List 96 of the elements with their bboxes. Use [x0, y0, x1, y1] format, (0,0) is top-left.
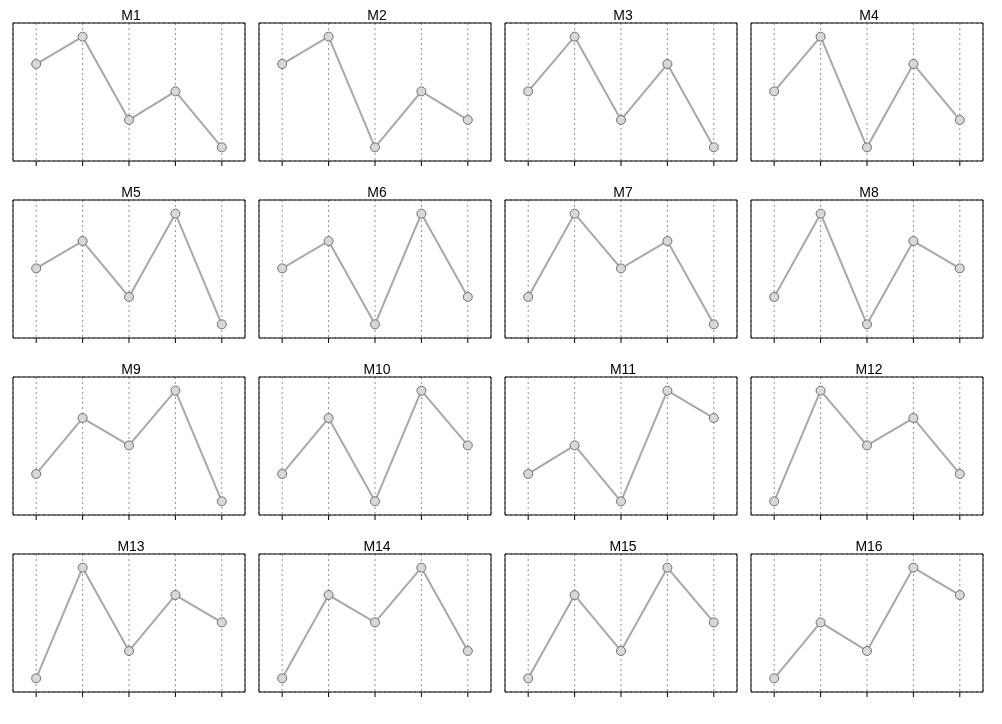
- point: [416, 562, 427, 573]
- point: [523, 291, 534, 302]
- point: [769, 496, 780, 507]
- point: [370, 617, 380, 628]
- point: [216, 496, 227, 507]
- point: [908, 562, 919, 573]
- point: [124, 114, 134, 125]
- point: [862, 319, 872, 330]
- point: [277, 263, 288, 274]
- point: [323, 413, 334, 424]
- point: [124, 440, 134, 451]
- point: [277, 59, 288, 70]
- point: [216, 142, 227, 153]
- chart-title: M13: [116, 538, 146, 554]
- point: [569, 590, 580, 601]
- point: [569, 208, 580, 219]
- point: [569, 31, 580, 42]
- point: [708, 142, 719, 153]
- point: [662, 385, 673, 396]
- point: [170, 86, 181, 97]
- point: [616, 114, 626, 125]
- point: [31, 59, 42, 70]
- point: [769, 673, 780, 684]
- point: [523, 86, 534, 97]
- chart-title: M4: [858, 7, 880, 23]
- point: [323, 236, 334, 247]
- point: [170, 590, 181, 601]
- point: [815, 617, 826, 628]
- point: [77, 562, 88, 573]
- point: [616, 263, 626, 274]
- point: [124, 291, 134, 302]
- chart-title: M15: [608, 538, 638, 554]
- point: [462, 291, 473, 302]
- point: [862, 142, 872, 153]
- point: [523, 673, 534, 684]
- point: [523, 468, 534, 479]
- point: [708, 319, 719, 330]
- chart-title: M2: [366, 7, 388, 23]
- chart-title: M16: [854, 538, 884, 554]
- point: [462, 114, 473, 125]
- point: [323, 31, 334, 42]
- point: [416, 86, 427, 97]
- point: [170, 208, 181, 219]
- chart-title: M1: [120, 7, 142, 23]
- point: [416, 208, 427, 219]
- point: [862, 440, 872, 451]
- point: [77, 31, 88, 42]
- point: [662, 59, 673, 70]
- chart-title: M10: [362, 361, 392, 377]
- point: [370, 142, 380, 153]
- point: [31, 468, 42, 479]
- point: [277, 468, 288, 479]
- point: [708, 617, 719, 628]
- point: [662, 562, 673, 573]
- point: [616, 496, 626, 507]
- chart-title: M3: [612, 7, 634, 23]
- point: [77, 236, 88, 247]
- point: [662, 236, 673, 247]
- chart-title: M14: [362, 538, 392, 554]
- point: [908, 236, 919, 247]
- point: [954, 590, 965, 601]
- chart-title: M9: [120, 361, 142, 377]
- point: [124, 645, 134, 656]
- point: [815, 208, 826, 219]
- point: [708, 413, 719, 424]
- point: [416, 385, 427, 396]
- chart-title: M7: [612, 184, 634, 200]
- point: [769, 86, 780, 97]
- point: [769, 291, 780, 302]
- point: [31, 263, 42, 274]
- chart-title: M6: [366, 184, 388, 200]
- point: [954, 263, 965, 274]
- point: [216, 319, 227, 330]
- chart-title: M11: [608, 361, 638, 377]
- point: [31, 673, 42, 684]
- point: [569, 440, 580, 451]
- point: [908, 59, 919, 70]
- point: [954, 114, 965, 125]
- point: [862, 645, 872, 656]
- point: [908, 413, 919, 424]
- point: [815, 31, 826, 42]
- point: [370, 496, 380, 507]
- chart-title: M5: [120, 184, 142, 200]
- point: [462, 645, 473, 656]
- chart-title: M12: [854, 361, 884, 377]
- point: [77, 413, 88, 424]
- chart-title: M8: [858, 184, 880, 200]
- point: [277, 673, 288, 684]
- point: [954, 468, 965, 479]
- point: [370, 319, 380, 330]
- point: [462, 440, 473, 451]
- point: [616, 645, 626, 656]
- point: [815, 385, 826, 396]
- point: [323, 590, 334, 601]
- point: [170, 385, 181, 396]
- point: [216, 617, 227, 628]
